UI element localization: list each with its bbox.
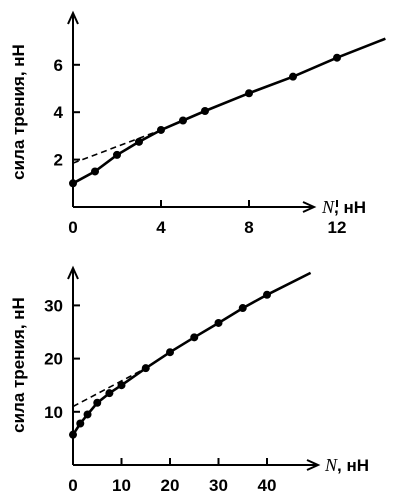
data-point [333,53,341,62]
data-point [69,179,77,188]
chart-top: 0 4 8 12 2 4 6 сила трения, нН N, нН [9,10,386,237]
x-axis-title: N, нН [324,455,369,475]
x-axis-unit: , нН [334,198,366,217]
data-point [141,364,150,373]
x-tick-label: 10 [112,476,131,495]
x-tick-label: 0 [68,476,77,495]
y-axis-title: сила трения, нН [9,44,28,180]
y-axis-title: сила трения, нН [9,297,28,433]
y-axis-arrow [67,265,79,280]
x-axis-variable: N [324,455,338,475]
data-point [289,72,297,81]
y-axis-arrow [67,10,79,25]
x-tick-label: 4 [156,218,166,237]
series-line [71,271,312,436]
data-point [190,333,199,342]
data-point [91,167,99,176]
data-point [135,137,143,146]
data-point [93,398,102,407]
y-tick-label: 4 [54,103,64,122]
data-point [263,290,271,299]
x-tick-label: 0 [68,218,77,237]
y-tick-label: 30 [44,296,63,315]
data-point [113,150,121,159]
y-tick-label: 6 [54,56,63,75]
data-point [214,318,223,327]
data-point [105,389,114,398]
x-tick-label: 40 [258,476,277,495]
x-axis-arrow [306,459,321,471]
data-point [166,348,174,357]
data-point [179,116,187,125]
x-tick-label: 8 [244,218,253,237]
x-tick-label: 20 [161,476,180,495]
data-point [201,107,209,116]
x-axis-variable: N [321,197,335,217]
data-point [69,430,77,439]
x-axis-title: N, нН [321,197,366,217]
data-point [117,381,126,390]
data-point [83,410,92,419]
data-point [238,304,247,313]
data-point [76,419,85,428]
x-tick-label: 12 [328,218,347,237]
x-axis-unit: , нН [337,456,369,475]
data-point [245,89,253,98]
data-point [157,125,165,134]
x-axis-arrow [302,201,317,213]
y-tick-label: 2 [54,151,63,170]
chart-bottom: 0 10 20 30 40 10 20 30 сила трения, нН N, нН [9,265,369,495]
x-tick-label: 30 [209,476,228,495]
y-tick-label: 20 [44,350,63,369]
linear-fit-line [72,367,147,408]
linear-fit-line [72,129,162,164]
y-tick-label: 10 [44,403,63,422]
